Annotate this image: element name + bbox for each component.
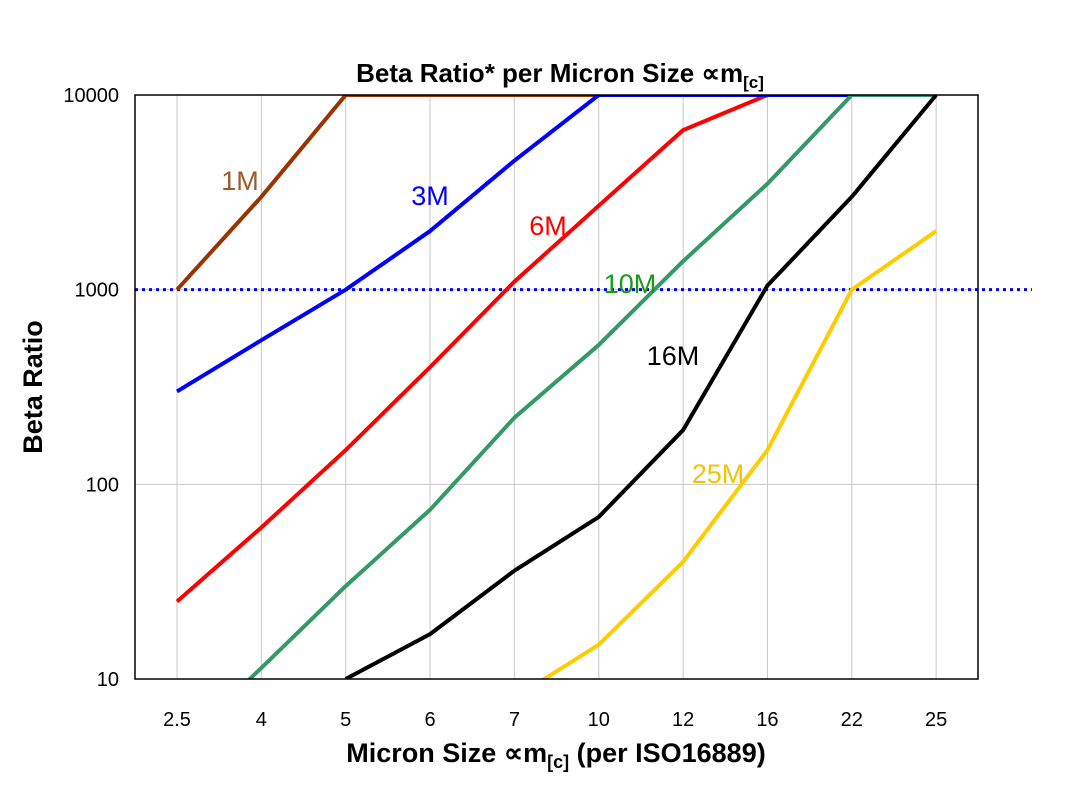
chart-title: Beta Ratio* per Micron Size ∝m[c] [356,58,764,92]
series-lines [175,95,938,679]
plot-area-border [134,94,979,680]
series-line-6M [175,95,769,604]
series-line-16M [344,95,938,679]
series-label-10M: 10M [604,269,657,299]
series-label-25M: 25M [692,459,745,489]
series-line-3M [175,95,937,394]
x-tick-label: 10 [588,709,610,731]
x-tick-label: 22 [841,709,863,731]
grid-lines [135,94,978,680]
x-tick-label: 7 [509,709,520,731]
y-tick-label: 1000 [75,280,120,302]
x-tick-label: 12 [672,709,694,731]
series-label-16M: 16M [647,341,700,371]
x-tick-label: 25 [925,709,947,731]
series-label-3M: 3M [411,181,449,211]
y-tick-label: 10000 [63,85,119,107]
y-tick-label: 10 [97,669,119,691]
x-tick-labels: 2.5 4 5 6 7 10 12 16 22 25 [163,709,947,731]
y-tick-labels: 10000 1000 100 10 [63,85,119,691]
x-tick-label: 6 [424,709,435,731]
series-line-25M [540,229,938,679]
x-tick-label: 5 [340,709,351,731]
series-line-1M [175,95,599,292]
x-axis-label: Micron Size ∝m[c] (per ISO16889) [346,738,765,772]
y-tick-label: 100 [86,474,119,496]
series-line-10M [246,95,937,679]
series-label-6M: 6M [529,211,567,241]
series-labels: 1M 6M 3M 10M 16M 25M [221,166,744,489]
x-tick-label: 2.5 [163,709,191,731]
x-tick-label: 16 [756,709,778,731]
y-axis-label: Beta Ratio [18,320,48,454]
x-tick-label: 4 [256,709,267,731]
series-label-1M: 1M [221,166,259,196]
